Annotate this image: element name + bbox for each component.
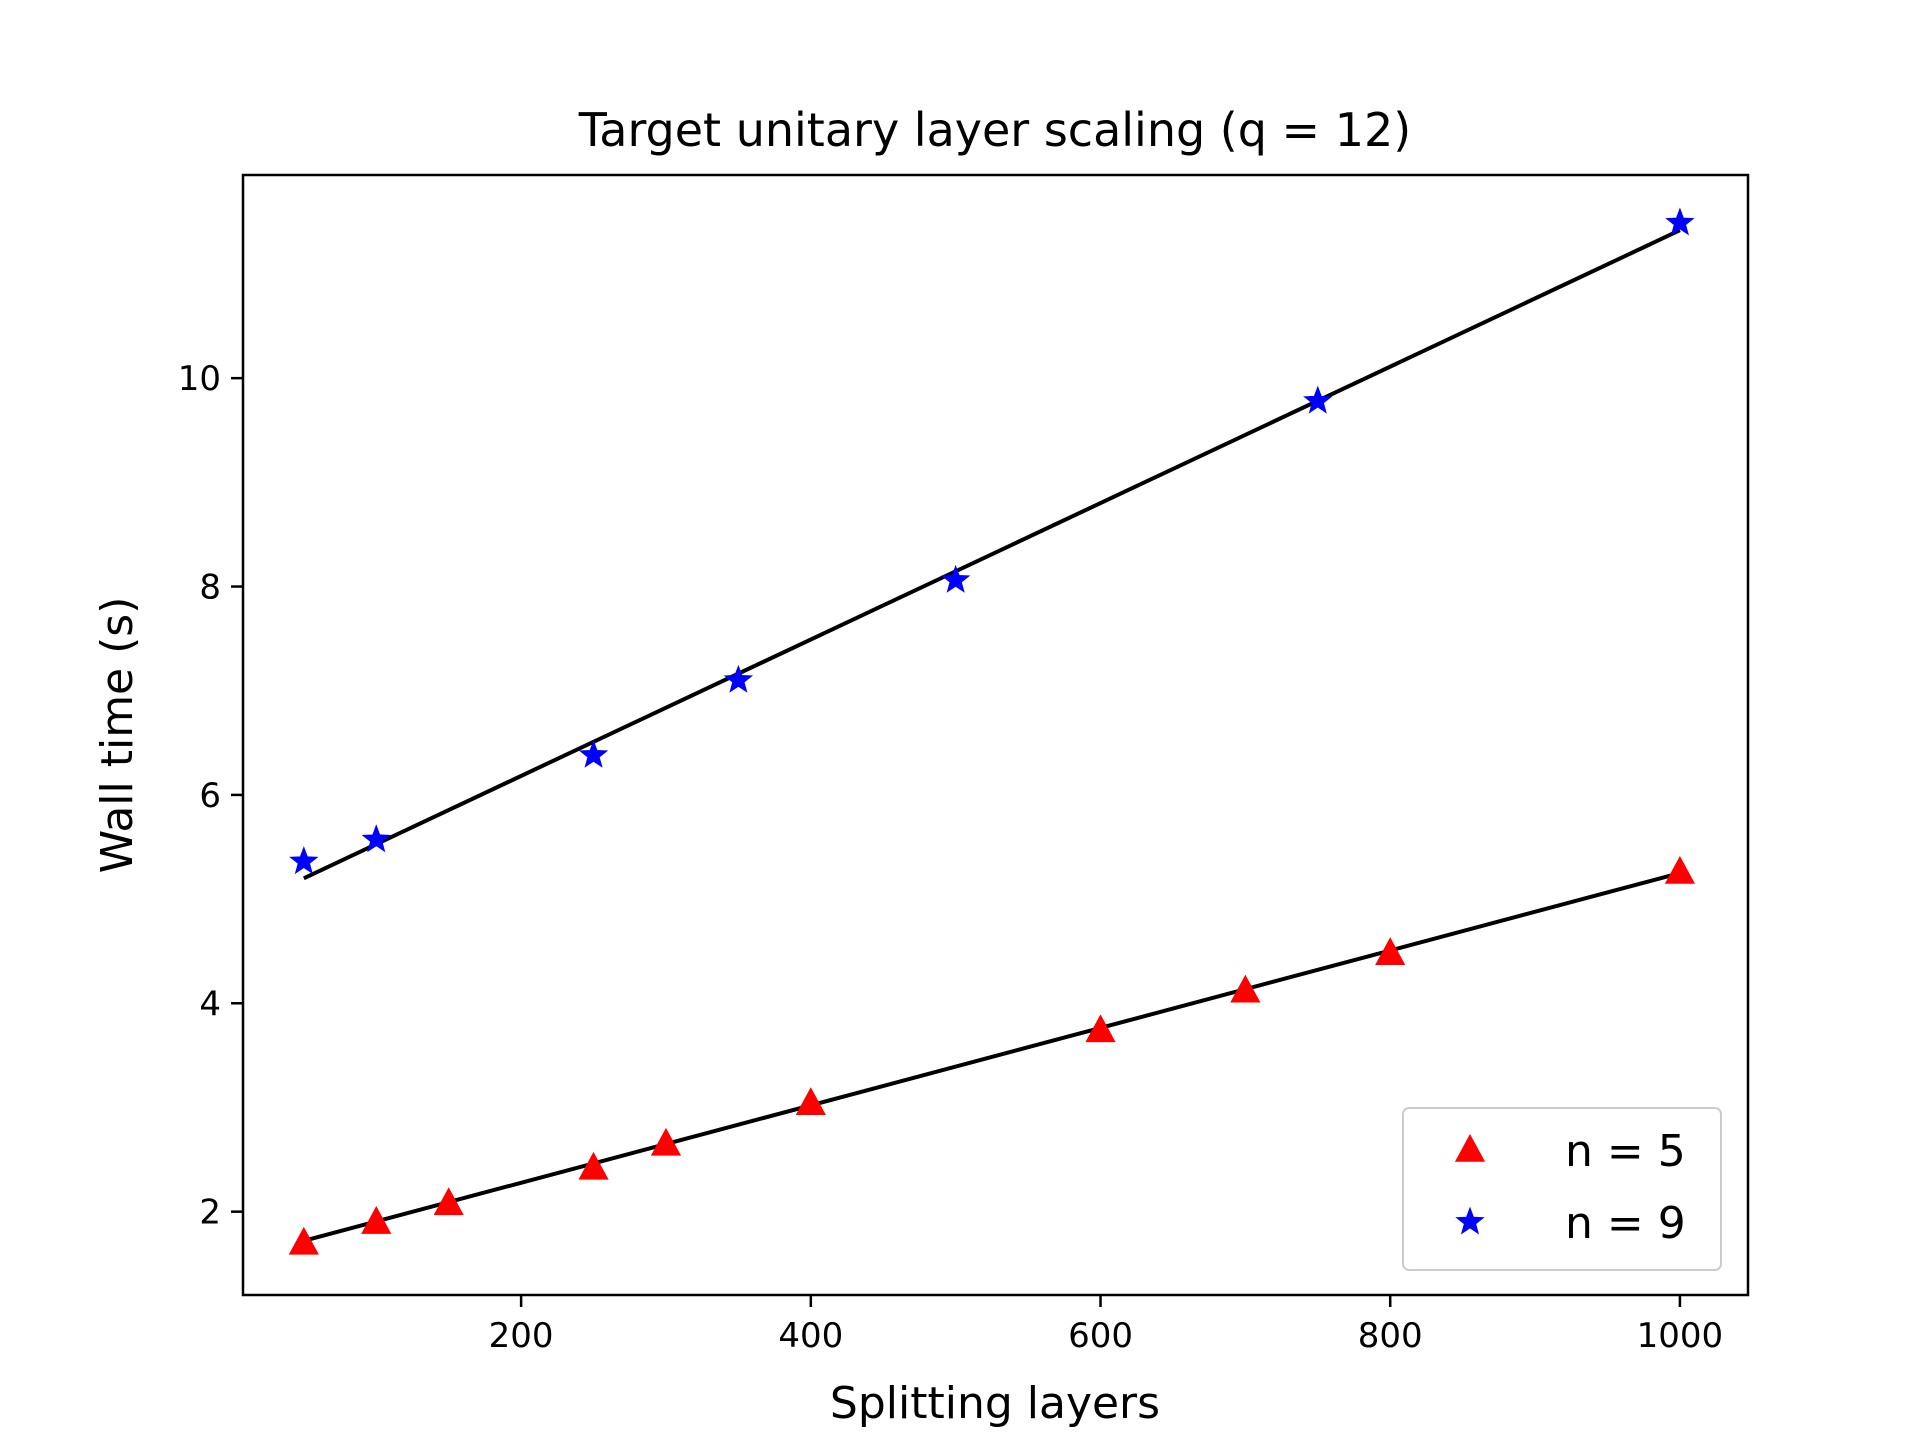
fit-line-series-1 (302, 228, 1681, 881)
data-point-series-0 (361, 1206, 392, 1234)
x-tick-label: 200 (489, 1316, 554, 1356)
data-point-series-0 (1085, 1014, 1116, 1043)
fit-line-series-0 (303, 871, 1681, 1243)
legend: n = 5 n = 9 (1402, 1107, 1722, 1271)
data-point-series-0 (1230, 974, 1261, 1003)
x-tick-label: 1000 (1637, 1316, 1724, 1356)
legend-label-series-0: n = 5 (1565, 1126, 1686, 1177)
x-axis-label: Splitting layers (830, 1378, 1160, 1429)
fit-lines (302, 228, 1681, 1243)
plot-frame (241, 173, 1750, 1297)
y-axis: 2 4 6 8 10 (178, 359, 243, 1233)
y-tick-label: 10 (178, 359, 221, 399)
x-tick-label: 600 (1068, 1316, 1133, 1356)
legend-marker-series-1 (1455, 1206, 1485, 1235)
y-axis-label: Wall time (s) (92, 597, 143, 874)
legend-box (1402, 1107, 1722, 1271)
x-axis: 200 400 600 800 1000 (489, 1295, 1724, 1356)
data-point-series-0 (433, 1187, 464, 1216)
data-point-series-0 (650, 1127, 682, 1156)
legend-label-series-1: n = 9 (1565, 1198, 1686, 1249)
data-point-series-1 (1303, 385, 1333, 414)
legend-marker-series-0 (1454, 1133, 1486, 1162)
data-point-series-1 (940, 564, 971, 593)
data-markers (288, 207, 1696, 1255)
y-tick-label: 6 (199, 776, 221, 816)
data-point-series-1 (361, 824, 391, 853)
data-point-series-1 (1665, 207, 1695, 236)
y-tick-label: 4 (199, 984, 221, 1024)
y-tick-label: 8 (199, 568, 221, 608)
data-point-series-0 (795, 1087, 826, 1116)
data-point-series-0 (578, 1151, 609, 1180)
data-point-series-0 (1664, 855, 1696, 884)
x-tick-label: 400 (778, 1316, 843, 1356)
y-tick-label: 2 (199, 1193, 221, 1233)
data-point-series-1 (578, 739, 609, 768)
data-point-series-0 (288, 1226, 319, 1255)
data-point-series-1 (723, 664, 754, 693)
chart-title: Target unitary layer scaling (q = 12) (578, 103, 1411, 157)
data-point-series-1 (289, 846, 319, 875)
data-point-series-0 (1375, 937, 1406, 966)
x-tick-label: 800 (1358, 1316, 1423, 1356)
